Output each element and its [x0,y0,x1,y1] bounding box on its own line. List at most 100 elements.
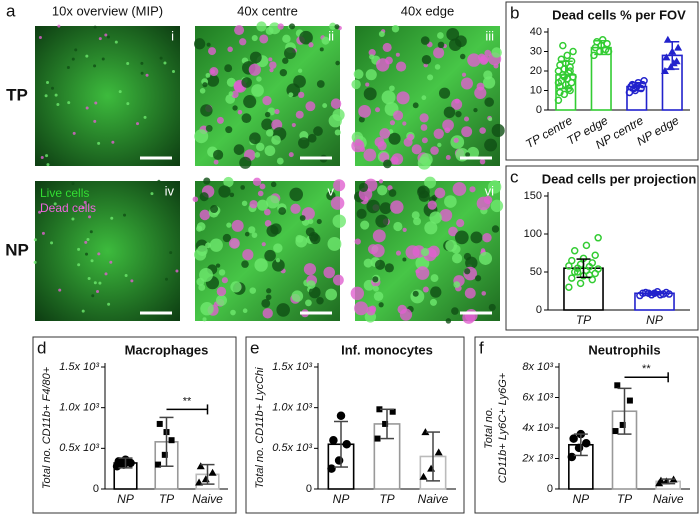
live-cell [169,251,173,255]
dead-cell [248,63,261,76]
x-tick-label: TP centre [523,113,575,151]
legend-dead: Dead cells [40,201,96,215]
dead-cell [85,106,89,110]
dead-cell [402,121,407,126]
data-point [644,289,653,298]
live-cell [77,247,81,251]
live-cell [199,88,206,94]
live-cell [249,132,261,145]
live-cell [72,205,76,209]
dead-cell [476,196,491,211]
legend-live: Live cells [40,186,89,200]
data-point [560,73,569,81]
live-cell [316,80,325,88]
dead-cell [84,240,88,244]
dead-cell [130,279,134,283]
live-cell [421,54,432,65]
live-cell [81,309,85,313]
live-cell [412,102,419,109]
x-tick-label: NP [117,492,134,506]
dead-cell [439,208,453,222]
chart-title: Neutrophils [588,342,660,357]
dead-cell [387,185,393,191]
live-cell [140,61,144,65]
dead-cell [192,196,199,203]
dead-cell [396,91,410,105]
live-cell [256,21,267,32]
live-cell [229,192,235,198]
dead-cell [354,138,362,146]
live-cell [86,237,90,241]
dead-cell [464,287,476,299]
data-point [342,440,351,449]
live-cell [363,258,373,268]
live-cell [266,195,280,209]
dead-cell [479,158,486,165]
dead-cell [371,244,385,258]
data-point [376,406,383,413]
y-tick-label: 0 [547,483,553,495]
x-tick-label: TP [576,313,591,327]
dead-cell [396,61,407,72]
live-cell [297,68,303,73]
live-cell [205,242,211,249]
dead-cell [453,137,459,143]
live-cell [243,95,257,109]
dead-cell [264,220,272,227]
live-cell [163,61,167,65]
dead-cell [350,286,365,301]
data-point [374,435,381,442]
live-cell [282,57,289,64]
y-tick-label: 50 [530,266,542,278]
live-cell [327,237,342,251]
live-cell [51,86,55,90]
y-tick-label: 100 [524,228,542,240]
x-tick-label: TP [617,492,632,506]
dead-cell [111,140,115,144]
live-cell [222,233,232,243]
live-cell [90,259,94,263]
live-cell [459,53,466,60]
dead-cell [393,110,404,121]
live-cell [205,72,211,78]
live-cell [241,260,249,268]
panel-letter: c [510,167,519,186]
dead-cell [399,308,413,321]
live-cell [172,69,176,73]
live-cell [66,65,70,69]
panel-letter: b [510,3,519,22]
dead-cell [452,182,467,196]
dead-cell [420,124,428,131]
live-cell [93,281,97,285]
live-cell [205,125,213,132]
y-tick-label: 0 [536,304,542,316]
live-cell [451,307,459,315]
live-cell [353,69,364,80]
y-tick-label: 4x 10³ [522,422,553,434]
live-cell [74,48,78,52]
live-cell [289,187,304,202]
y-tick-label: 1.0x 10³ [272,402,312,414]
x-tick-label: Naive [192,492,223,506]
dead-cell [94,101,98,105]
live-cell [272,258,285,272]
live-cell [454,230,469,245]
y-axis-label: CD11b+ Ly6C+ Ly6G+ [497,372,509,483]
live-cell [33,238,37,242]
data-point [598,36,607,44]
data-point [662,53,671,61]
dead-cell [330,196,345,210]
dead-cell [175,269,179,273]
live-cell [444,195,457,208]
live-cell [388,132,401,145]
dead-cell [476,82,485,91]
dead-cell [365,82,370,87]
live-cell [488,117,493,122]
live-cell [316,218,322,225]
live-cell [71,182,75,186]
live-cell [375,214,389,228]
panel-frame [505,165,699,331]
live-cell [427,74,434,81]
dead-cell [308,42,314,48]
